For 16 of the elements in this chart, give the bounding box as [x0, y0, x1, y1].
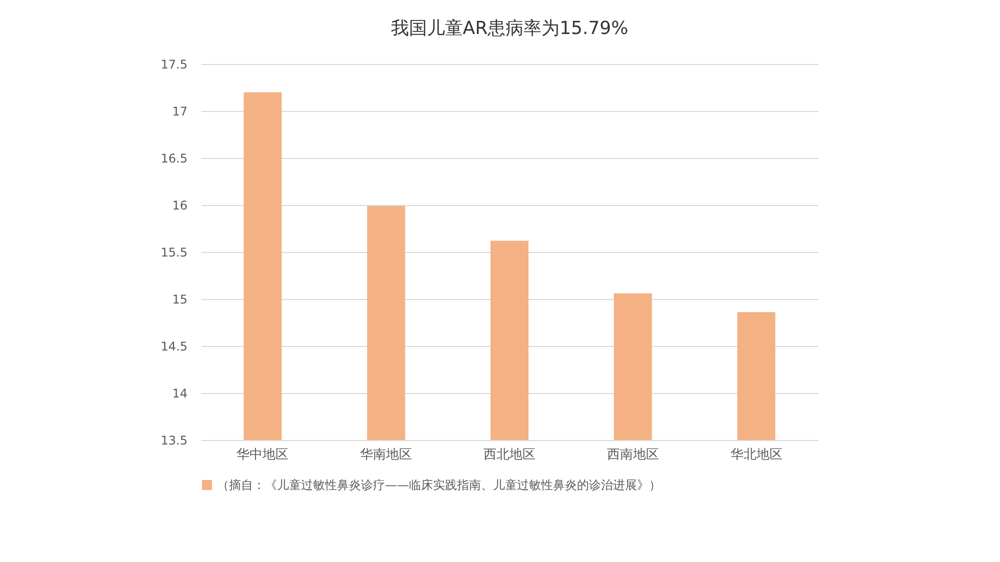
chart-title: 我国儿童AR患病率为15.79%: [390, 18, 628, 39]
x-tick-label: 西北地区: [484, 448, 536, 462]
y-tick-label: 16.5: [160, 152, 188, 166]
legend-label: （摘自：《儿童过敏性鼻炎诊疗——临床实践指南、儿童过敏性鼻炎的诊治进展》）: [217, 478, 661, 492]
y-tick-label: 17: [172, 104, 188, 118]
y-tick-label: 15: [172, 292, 188, 306]
x-tick-label: 华南地区: [360, 448, 412, 462]
y-tick-label: 14: [172, 386, 188, 400]
x-tick-label: 华北地区: [730, 448, 782, 462]
y-tick-label: 15.5: [160, 246, 188, 260]
x-tick-label: 西南地区: [606, 448, 659, 462]
y-tick-label: 14.5: [160, 340, 188, 354]
y-tick-label: 17.5: [160, 58, 188, 72]
x-tick-label: 华中地区: [236, 448, 289, 462]
y-tick-label: 13.5: [160, 434, 188, 448]
y-tick-label: 16: [172, 198, 188, 212]
